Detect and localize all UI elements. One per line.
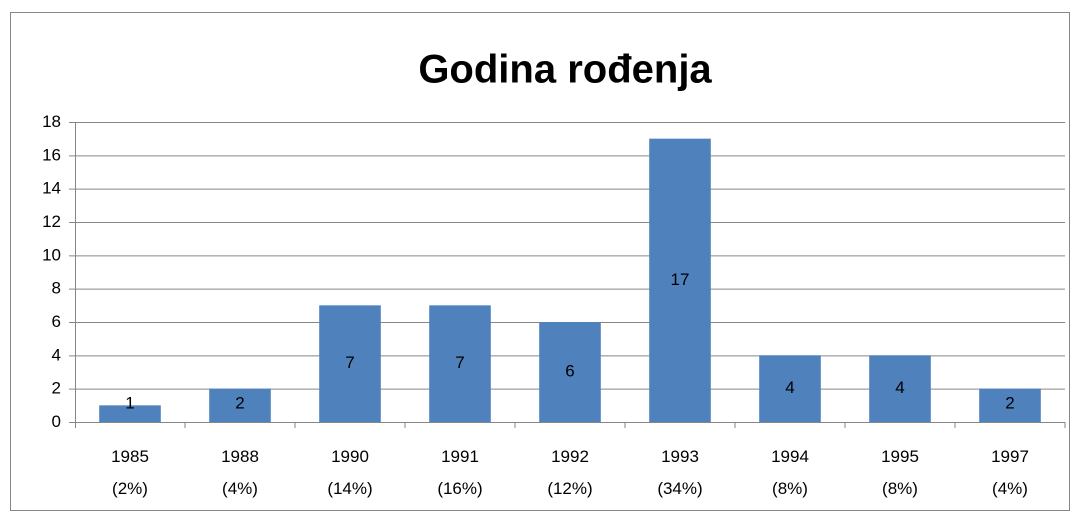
x-tick-label: 1988 (4%) xyxy=(221,447,259,498)
bar xyxy=(539,322,601,422)
y-tick-label: 8 xyxy=(52,279,61,298)
y-tick-label: 2 xyxy=(52,379,61,398)
data-label: 17 xyxy=(671,270,690,289)
y-tick-label: 18 xyxy=(42,112,61,131)
y-tick-label: 12 xyxy=(42,212,61,231)
data-label: 4 xyxy=(895,378,904,397)
y-tick-label: 0 xyxy=(52,412,61,431)
bar xyxy=(979,388,1041,422)
data-label: 4 xyxy=(785,378,794,397)
y-tick-label: 16 xyxy=(42,145,61,164)
data-label: 2 xyxy=(235,393,244,412)
data-label: 1 xyxy=(125,393,134,412)
x-tick-label: 1993 (34%) xyxy=(657,447,702,498)
x-tick-label: 1992 (12%) xyxy=(547,447,592,498)
bar xyxy=(99,405,161,422)
x-tick-label: 1997 (4%) xyxy=(991,447,1029,498)
x-tick-label: 1994 (8%) xyxy=(771,447,809,498)
data-label: 2 xyxy=(1005,393,1014,412)
bar xyxy=(649,138,711,422)
data-label: 6 xyxy=(565,361,574,380)
bar xyxy=(869,355,931,422)
bar xyxy=(759,355,821,422)
bar xyxy=(319,305,381,422)
chart-title: Godina rođenja xyxy=(418,48,712,92)
bar xyxy=(209,388,271,422)
x-tick-label: 1991 (16%) xyxy=(437,447,482,498)
y-tick-label: 4 xyxy=(52,345,61,364)
chart-frame xyxy=(10,12,1070,511)
y-tick-label: 10 xyxy=(42,245,61,264)
data-label: 7 xyxy=(455,353,464,372)
y-tick-label: 6 xyxy=(52,312,61,331)
data-label: 7 xyxy=(345,353,354,372)
x-tick-label: 1990 (14%) xyxy=(327,447,372,498)
x-tick-label: 1995 (8%) xyxy=(881,447,919,498)
bar xyxy=(429,305,491,422)
x-tick-label: 1985 (2%) xyxy=(111,447,149,498)
y-tick-label: 14 xyxy=(42,179,61,198)
